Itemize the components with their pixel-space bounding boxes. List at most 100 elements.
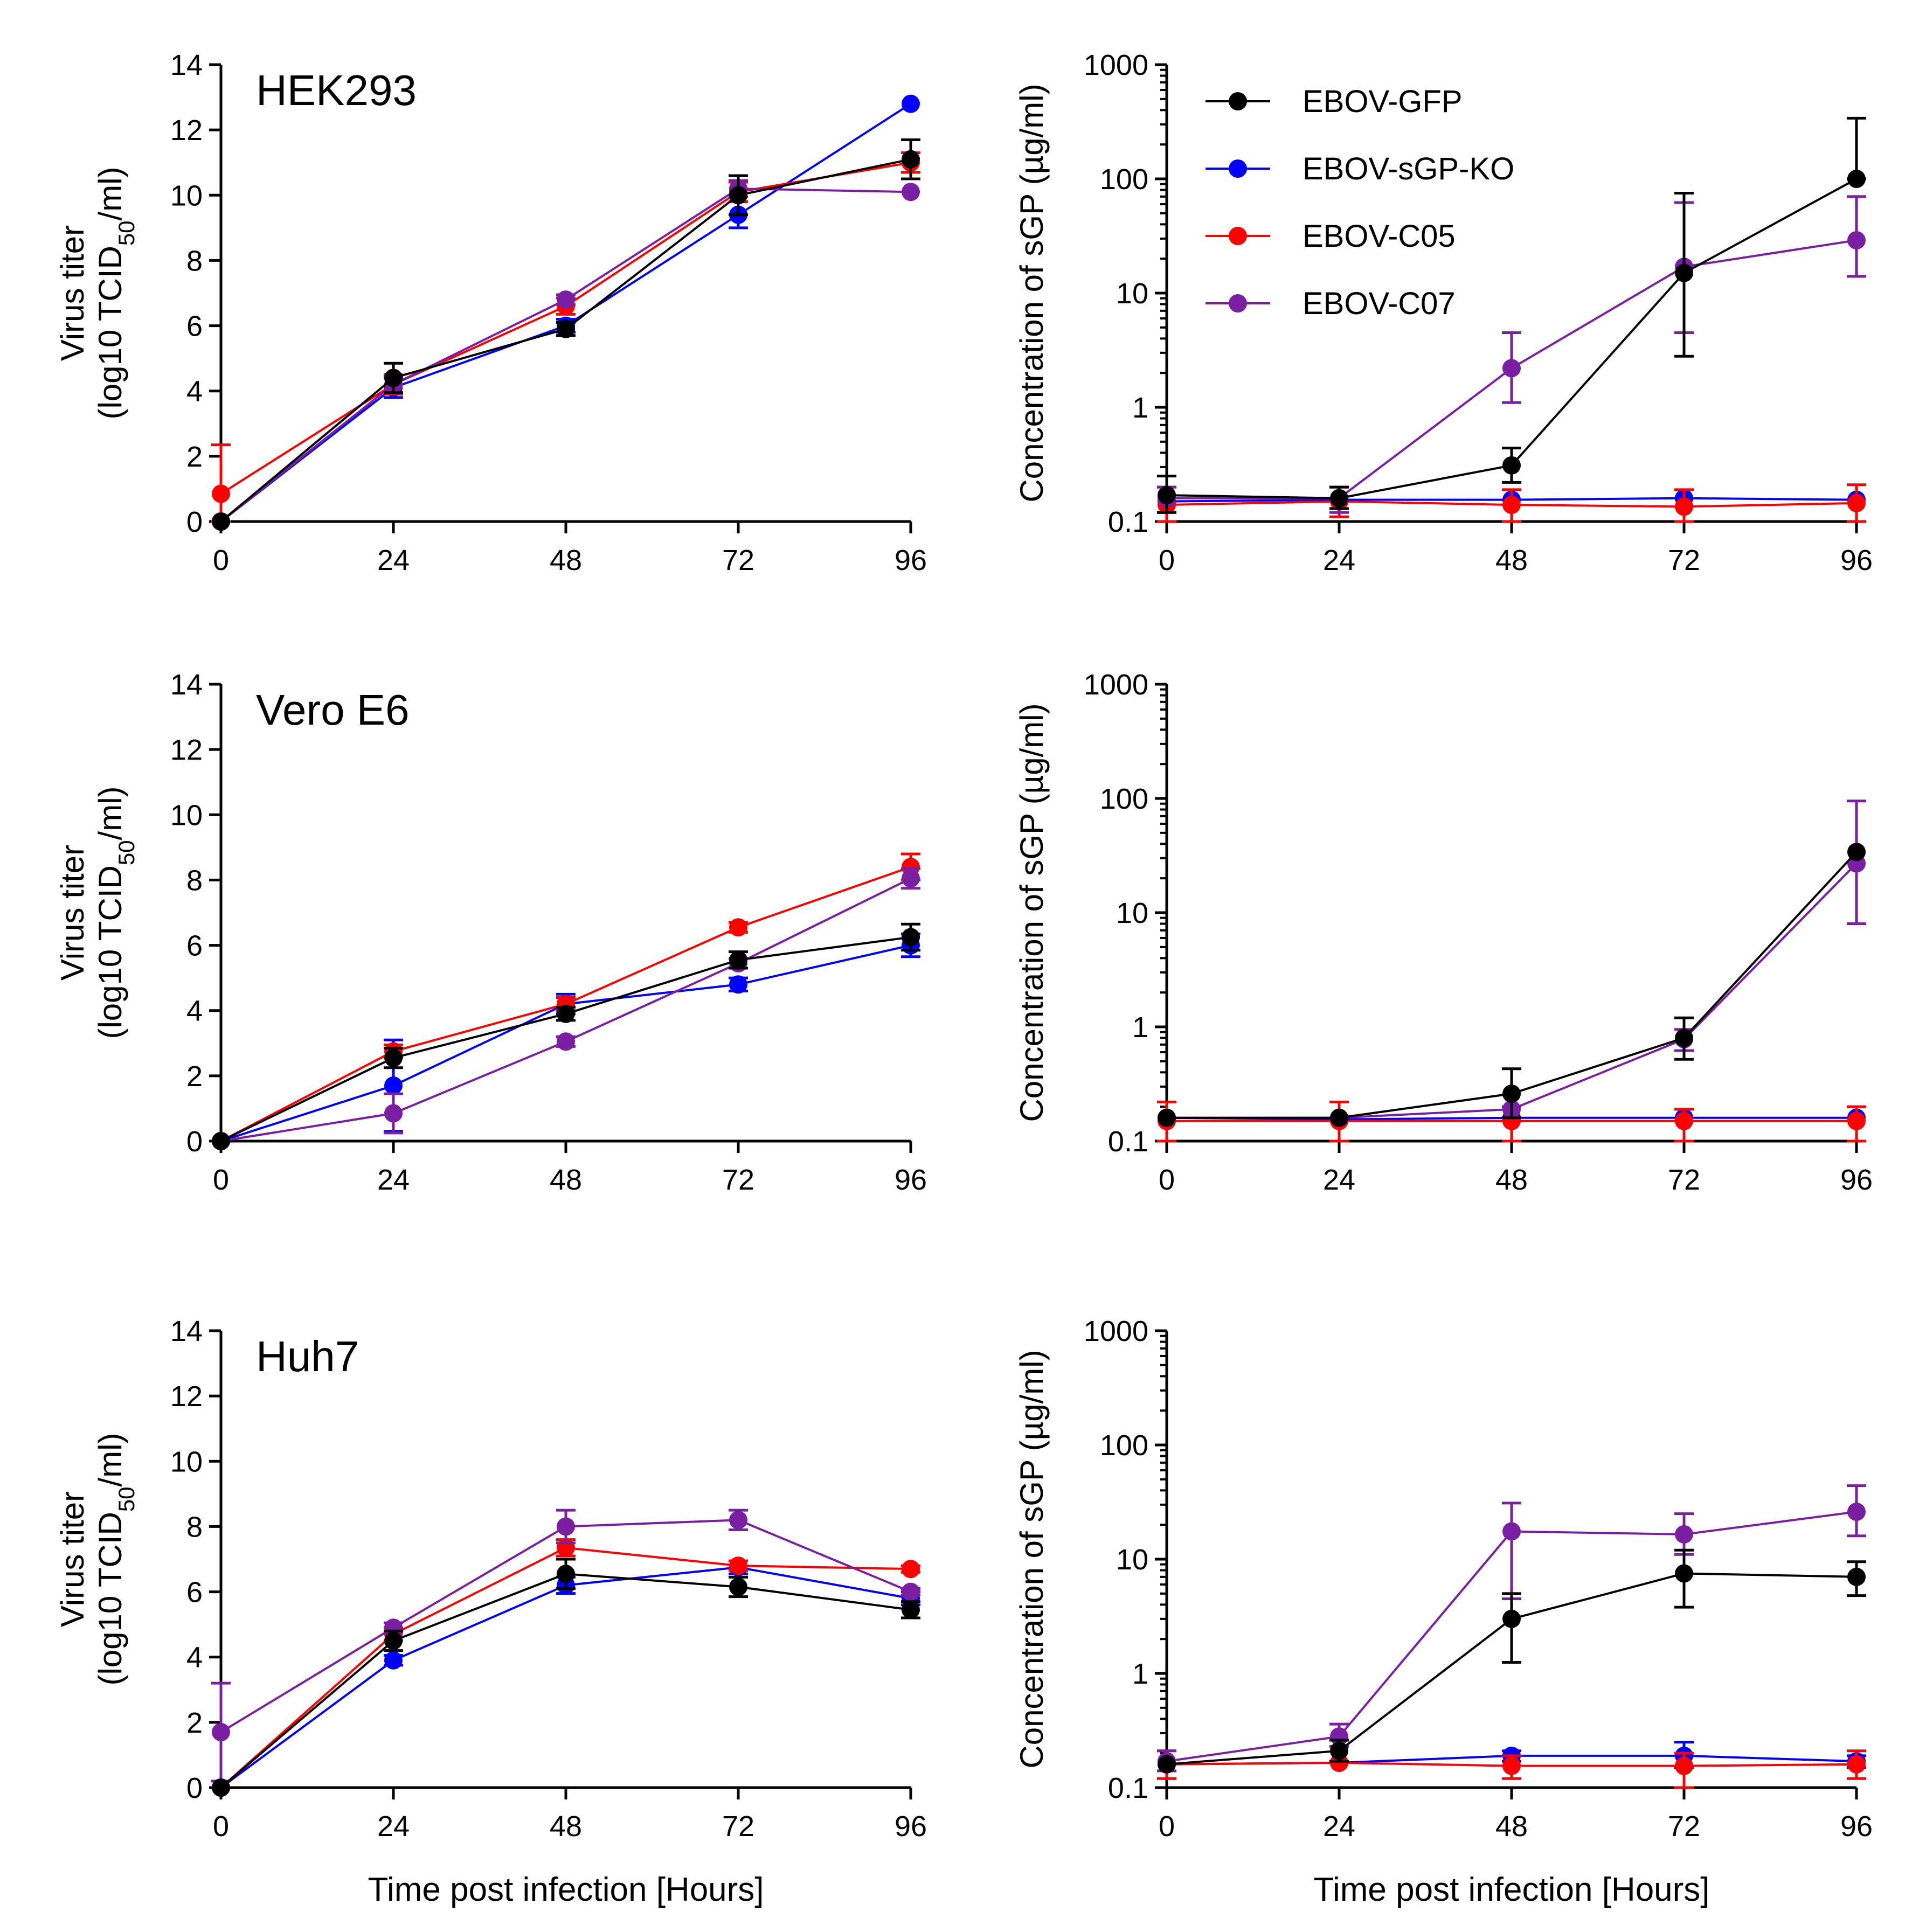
- x-axis-title: Time post infection [Hours]: [368, 1871, 764, 1908]
- data-point: [902, 1560, 920, 1579]
- y-tick-label: 0.1: [1108, 506, 1148, 538]
- x-tick-label: 72: [722, 544, 754, 576]
- data-point: [1158, 1108, 1176, 1127]
- y-tick-label: 12: [170, 114, 203, 147]
- data-point: [1502, 1085, 1521, 1103]
- series-line: [220, 187, 911, 523]
- y-axis-title-line2: (log10 TCID50/ml): [92, 1433, 139, 1685]
- x-tick-label: 24: [377, 544, 410, 576]
- data-point: [729, 1511, 747, 1530]
- x-tick-label: 96: [895, 544, 927, 576]
- legend-marker: [1229, 294, 1247, 312]
- data-point: [1330, 1741, 1348, 1760]
- data-point: [729, 975, 747, 994]
- data-point: [1675, 497, 1693, 516]
- y-axis-title-unit: /ml): [92, 166, 128, 220]
- data-point: [557, 1032, 575, 1051]
- y-tick-label: 2: [186, 1060, 203, 1093]
- y-tick-label: 10: [170, 179, 203, 212]
- y-tick-label: 0.1: [1108, 1772, 1148, 1804]
- data-point: [384, 1631, 403, 1650]
- series-ebov-gfp: [1157, 116, 1866, 514]
- x-tick-label: 48: [550, 1164, 582, 1196]
- x-axis-title: Time post infection [Hours]: [1313, 1871, 1709, 1908]
- x-tick-label: 96: [895, 1810, 927, 1843]
- y-tick-label: 12: [170, 734, 203, 766]
- y-axis-title: Concentration of sGP (µg/ml): [1014, 84, 1050, 502]
- y-tick-label: 14: [170, 669, 203, 701]
- legend-marker: [1229, 159, 1247, 178]
- x-tick-label: 0: [1159, 1164, 1175, 1196]
- y-tick-label: 100: [1100, 1429, 1148, 1462]
- y-axis-title-unit: /ml): [92, 786, 128, 840]
- data-point: [1847, 843, 1866, 861]
- panel-title: Huh7: [256, 1332, 359, 1380]
- x-tick-label: 48: [1495, 1164, 1528, 1196]
- panel-hek293-sgp: 0 24 48 72 96 0.1 1 10 100 1000 Concentration of s…: [1014, 49, 1873, 576]
- y-axis-title-main: (log10 TCID: [92, 865, 128, 1039]
- x-tick-label: 48: [550, 544, 582, 576]
- data-point: [557, 1004, 575, 1023]
- y-axis-title-unit: /ml): [92, 1433, 128, 1486]
- x-tick-label: 48: [1495, 1810, 1528, 1843]
- y-axis-title-subscript: 50: [114, 840, 139, 865]
- x-tick-label: 24: [1323, 1164, 1355, 1196]
- series-ebov-gfp: [1158, 1548, 1866, 1774]
- y-tick-label: 1: [1132, 392, 1148, 424]
- data-point: [902, 150, 920, 169]
- panel-huh7-sgp: 0 24 48 72 96 0.1 1 10 100 1000 Concentration of s…: [1014, 1315, 1873, 1908]
- y-axis-title: Concentration of sGP (µg/ml): [1014, 1350, 1050, 1768]
- x-tick-label: 0: [213, 1810, 229, 1843]
- y-tick-label: 6: [186, 310, 203, 343]
- y-axis-title: Virus titer: [54, 845, 91, 981]
- y-tick-label: 10: [170, 799, 203, 831]
- series-ebov-gfp: [212, 1558, 920, 1797]
- series-ebov-sgp-ko: [212, 1558, 920, 1797]
- x-tick-label: 72: [722, 1810, 754, 1843]
- x-tick-label: 72: [1668, 1164, 1700, 1196]
- series-ebov-c05: [1157, 483, 1866, 523]
- data-point: [729, 1556, 747, 1575]
- data-point: [902, 183, 920, 201]
- data-point: [1675, 263, 1693, 282]
- data-point: [384, 369, 403, 387]
- data-point: [1502, 1609, 1521, 1628]
- legend-label: EBOV-sGP-KO: [1303, 151, 1514, 186]
- data-point: [729, 950, 747, 969]
- data-point: [1502, 359, 1521, 378]
- x-tick-label: 0: [213, 1164, 229, 1196]
- y-tick-label: 2: [186, 441, 203, 473]
- data-point: [1158, 1755, 1176, 1774]
- data-point: [902, 1600, 920, 1619]
- data-point: [1847, 1503, 1866, 1521]
- y-tick-label: 6: [186, 930, 203, 962]
- y-tick-label: 8: [186, 245, 203, 277]
- data-point: [212, 1778, 230, 1797]
- series-line: [220, 1566, 911, 1789]
- y-tick-label: 10: [1116, 277, 1148, 310]
- y-axis-title-main: (log10 TCID: [92, 246, 128, 419]
- y-axis-title-subscript: 50: [114, 1486, 139, 1512]
- y-tick-label: 10: [1116, 897, 1148, 929]
- x-tick-label: 24: [377, 1810, 410, 1843]
- y-axis-title-subscript: 50: [114, 220, 139, 246]
- x-tick-label: 48: [550, 1810, 582, 1843]
- y-tick-label: 12: [170, 1380, 203, 1413]
- data-point: [1675, 1525, 1693, 1544]
- y-tick-label: 1: [1132, 1658, 1148, 1690]
- y-tick-label: 1000: [1084, 49, 1148, 81]
- y-tick-label: 1000: [1084, 669, 1148, 701]
- series-ebov-gfp: [212, 922, 920, 1150]
- y-tick-label: 8: [186, 1511, 203, 1543]
- legend-label: EBOV-C07: [1303, 286, 1456, 321]
- y-axis-title: Virus titer: [54, 1491, 91, 1627]
- x-tick-label: 72: [1668, 1810, 1700, 1843]
- legend: EBOV-GFP EBOV-sGP-KO EBOV-C05 EBOV-C07: [1206, 84, 1514, 321]
- y-tick-label: 4: [186, 376, 203, 408]
- data-point: [384, 1651, 403, 1670]
- data-point: [1502, 1756, 1521, 1775]
